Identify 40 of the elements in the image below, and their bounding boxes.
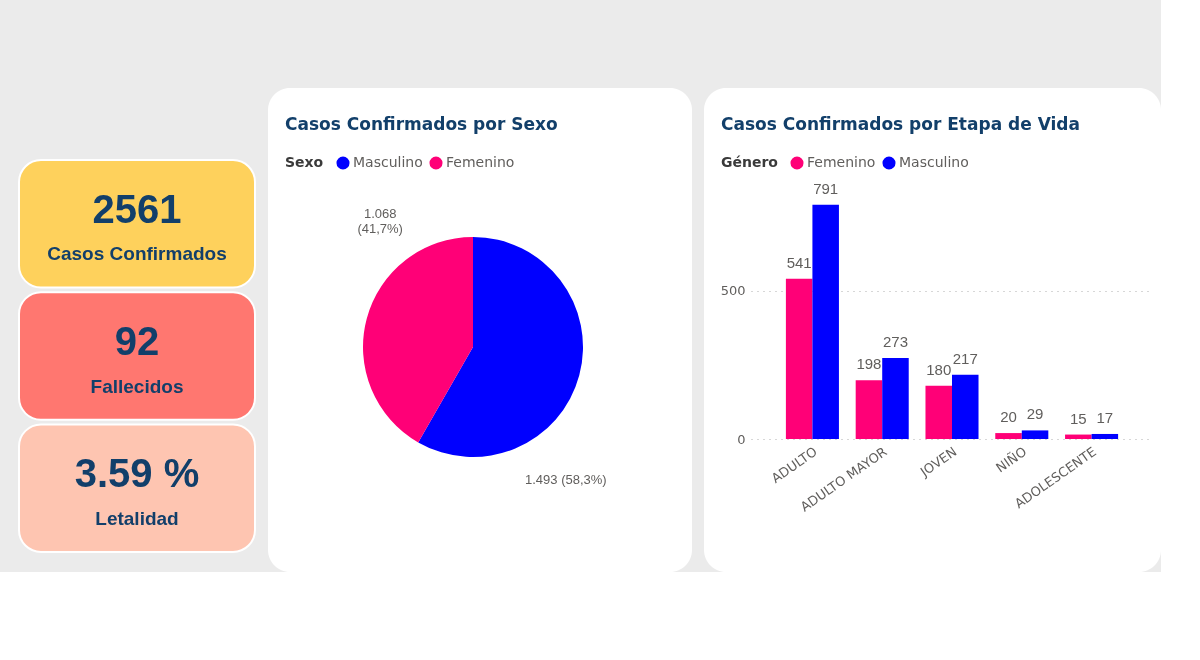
- text: Casos Confirmados: [47, 243, 227, 265]
- data-label: 180: [926, 360, 952, 378]
- bar: [855, 380, 883, 439]
- bar: [1091, 433, 1119, 439]
- legend-label: Masculino: [353, 154, 423, 170]
- pie-slice: [418, 237, 583, 457]
- data-label: 273: [882, 333, 908, 351]
- text: Fallecidos: [90, 375, 184, 397]
- data-label: 541: [786, 253, 812, 271]
- bar: [925, 385, 952, 439]
- bar: [1065, 434, 1092, 439]
- legend-title: Género: [721, 154, 779, 170]
- bar: [812, 204, 839, 439]
- legend-label: Masculino: [899, 154, 969, 170]
- chart-title: Casos Confirmados por Sexo: [285, 114, 558, 134]
- data-label: 791: [813, 179, 839, 197]
- data-label: 20: [1000, 408, 1017, 426]
- bar: [995, 433, 1022, 439]
- text: 2561: [92, 187, 182, 232]
- data-label: 198: [856, 355, 882, 373]
- data-label: 29: [1026, 405, 1044, 423]
- bar: [785, 278, 813, 439]
- legend-title: Sexo: [285, 154, 324, 170]
- bar: [882, 358, 909, 439]
- chart-title: Casos Confirmados por Etapa de Vida: [721, 114, 1080, 134]
- data-label: 217: [952, 349, 978, 367]
- bar: [1021, 430, 1049, 439]
- pie-slice: [363, 237, 473, 443]
- data-label: 1.493 (58,3%): [524, 471, 607, 487]
- legend-label: Femenino: [446, 154, 515, 170]
- text: Letalidad: [95, 507, 179, 529]
- legend-label: Femenino: [807, 154, 876, 170]
- data-label: 17: [1096, 408, 1114, 426]
- data-label: 1.068 (41,7%): [357, 206, 403, 237]
- y-tick-label: 0: [737, 431, 746, 447]
- text: 92: [114, 319, 160, 364]
- text: 3.59 %: [74, 451, 200, 496]
- data-label: 15: [1069, 409, 1087, 427]
- bar: [952, 374, 979, 439]
- y-tick-label: 500: [720, 283, 746, 299]
